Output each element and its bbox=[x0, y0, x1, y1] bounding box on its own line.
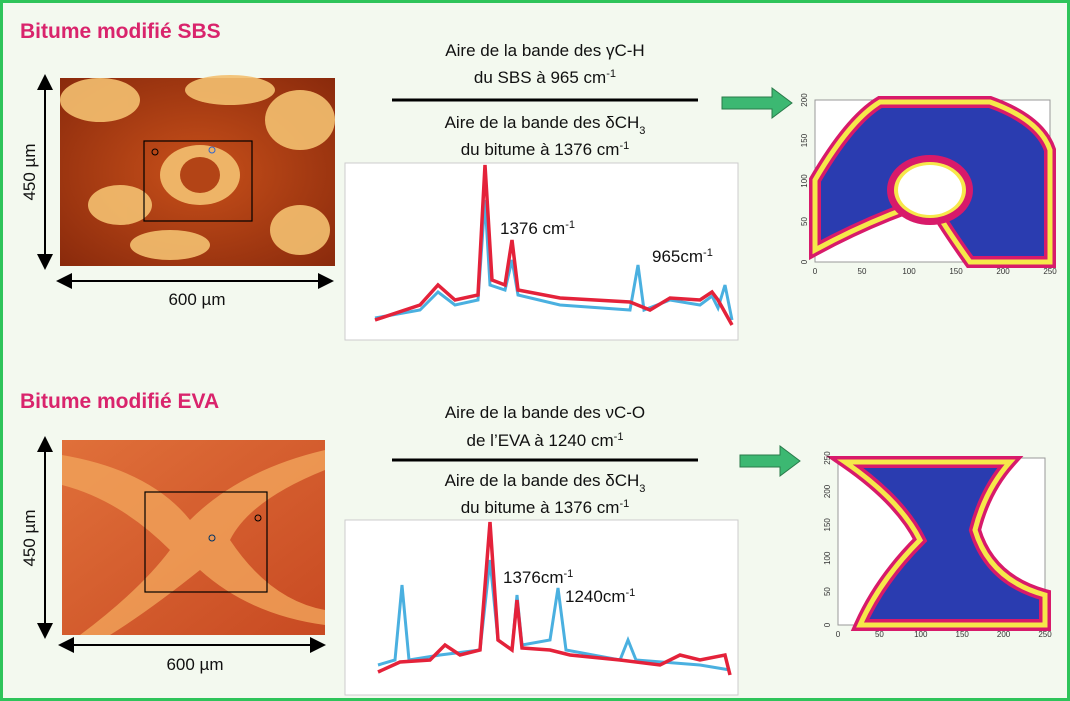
label: 1376cm-1 bbox=[503, 568, 573, 587]
superscript: -1 bbox=[703, 247, 713, 259]
superscript: -1 bbox=[565, 219, 575, 231]
label: du SBS à 965 cm-1 bbox=[474, 68, 616, 87]
y-tick-label: 0 bbox=[800, 259, 809, 264]
superscript: -1 bbox=[619, 140, 629, 152]
label-text: 965cm bbox=[652, 247, 703, 266]
dimension-label: 600 µm bbox=[166, 655, 223, 674]
label-text: du SBS à 965 cm bbox=[474, 68, 606, 87]
figure: Bitume modifié SBS 450 µm 600 µm Aire de la… bbox=[0, 0, 1070, 701]
label: du bitume à 1376 cm-1 bbox=[461, 498, 630, 517]
label-text: 1376cm bbox=[503, 568, 563, 587]
dimension-label: 600 µm bbox=[168, 290, 225, 309]
micrograph-phase bbox=[180, 157, 220, 193]
x-tick-label: 200 bbox=[997, 630, 1011, 639]
superscript: -1 bbox=[614, 431, 624, 443]
label-text: du bitume à 1376 cm bbox=[461, 498, 620, 517]
label: du bitume à 1376 cm-1 bbox=[461, 140, 630, 159]
label-text: 1240cm bbox=[565, 587, 625, 606]
label-text: Aire de la bande des γC-H bbox=[445, 41, 644, 60]
y-tick-label: 150 bbox=[800, 133, 809, 147]
label-text: 1376 cm bbox=[500, 219, 565, 238]
label: 1376 cm-1 bbox=[500, 219, 575, 238]
y-tick-label: 200 bbox=[823, 484, 832, 498]
x-tick-label: 100 bbox=[902, 267, 916, 276]
panel-title: Bitume modifié EVA bbox=[20, 390, 219, 413]
y-tick-label: 250 bbox=[823, 451, 832, 465]
superscript: -1 bbox=[563, 568, 573, 580]
label: Aire de la bande des νC-O bbox=[445, 403, 645, 422]
superscript: -1 bbox=[619, 498, 629, 510]
x-tick-label: 150 bbox=[956, 630, 970, 639]
y-tick-label: 50 bbox=[800, 217, 809, 226]
label: Aire de la bande des γC-H bbox=[445, 41, 644, 60]
x-tick-label: 0 bbox=[836, 630, 841, 639]
label-text: du bitume à 1376 cm bbox=[461, 140, 620, 159]
subscript: 3 bbox=[639, 125, 645, 137]
label-text: Aire de la bande des δCH bbox=[445, 471, 640, 490]
x-tick-label: 50 bbox=[858, 267, 867, 276]
y-tick-label: 200 bbox=[800, 93, 809, 107]
x-tick-label: 150 bbox=[949, 267, 963, 276]
y-tick-label: 100 bbox=[800, 174, 809, 188]
superscript: -1 bbox=[625, 587, 635, 599]
panel-title: Bitume modifié SBS bbox=[20, 20, 221, 43]
label: de l’EVA à 1240 cm-1 bbox=[467, 431, 624, 450]
x-tick-label: 250 bbox=[1043, 267, 1057, 276]
label-text: de l’EVA à 1240 cm bbox=[467, 431, 614, 450]
x-tick-label: 100 bbox=[914, 630, 928, 639]
x-tick-label: 200 bbox=[996, 267, 1010, 276]
y-tick-label: 150 bbox=[823, 518, 832, 532]
dimension-label: 450 µm bbox=[20, 509, 39, 566]
label-text: Aire de la bande des δCH bbox=[445, 113, 640, 132]
dimension-label: 450 µm bbox=[20, 143, 39, 200]
y-tick-label: 100 bbox=[823, 551, 832, 565]
label: 1240cm-1 bbox=[565, 587, 635, 606]
superscript: -1 bbox=[606, 68, 616, 80]
contour bbox=[898, 165, 962, 215]
label-text: Aire de la bande des νC-O bbox=[445, 403, 645, 422]
y-tick-label: 0 bbox=[823, 622, 832, 627]
y-tick-label: 50 bbox=[823, 587, 832, 596]
x-tick-label: 50 bbox=[875, 630, 884, 639]
x-tick-label: 250 bbox=[1038, 630, 1052, 639]
subscript: 3 bbox=[639, 483, 645, 495]
x-tick-label: 0 bbox=[813, 267, 818, 276]
